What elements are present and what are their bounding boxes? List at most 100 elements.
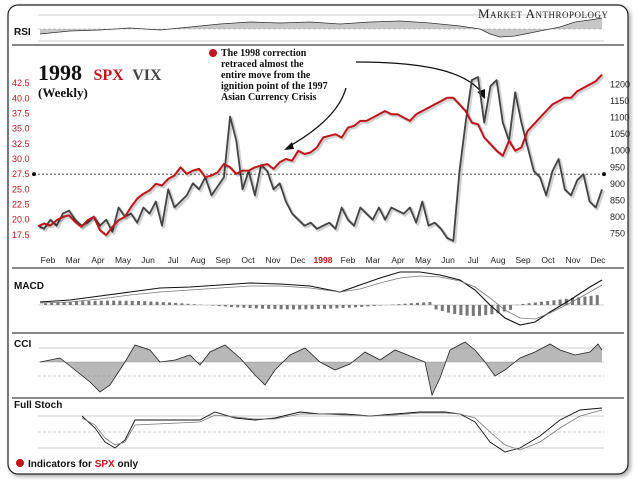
x-tick-label: Nov <box>565 255 581 265</box>
spx-tick-label: 1000 <box>610 146 630 156</box>
footer-spx: SPX <box>95 459 115 470</box>
title-year: 1998 <box>38 60 82 85</box>
macd-bar <box>254 305 258 309</box>
x-tick-label: Aug <box>490 255 505 265</box>
vix-tick-label: 32.5 <box>12 139 30 149</box>
macd-bar <box>75 301 78 305</box>
cci-label: CCI <box>14 339 31 350</box>
macd-bar <box>112 300 116 306</box>
annotation-line: The 1998 correction <box>221 48 307 59</box>
footer-bullet-icon <box>16 459 24 467</box>
footer-text: Indicators for SPX only <box>28 459 138 470</box>
macd-bar <box>440 305 444 312</box>
reference-marker-right <box>602 172 606 177</box>
macd-bar <box>304 305 308 310</box>
macd-bar <box>261 305 264 309</box>
x-tick-label: Apr <box>391 255 404 265</box>
macd-bar <box>99 300 103 305</box>
vix-tick-label: 22.5 <box>12 200 30 210</box>
macd-bar <box>292 305 295 310</box>
spx-tick-label: 750 <box>610 228 625 238</box>
macd-bar <box>335 305 339 309</box>
macd-bar <box>174 302 178 305</box>
macd-bar <box>447 305 450 313</box>
macd-bar <box>583 296 587 305</box>
annotation-arrow-left <box>287 87 347 148</box>
macd-bar <box>459 305 463 316</box>
macd-bar <box>211 305 215 306</box>
vix-tick-label: 35.0 <box>12 124 30 134</box>
macd-bar <box>137 301 140 306</box>
spx-tick-label: 1050 <box>610 129 630 139</box>
macd-bar <box>168 302 171 305</box>
vix-tick-label: 20.0 <box>12 215 30 225</box>
macd-bar <box>267 305 271 309</box>
annotation-arrow-right <box>355 61 483 94</box>
macd-bar <box>409 303 413 306</box>
macd-bar <box>192 304 196 306</box>
macd-bar <box>149 301 153 305</box>
vix-tick-label: 30.0 <box>12 154 30 164</box>
macd-bar <box>180 303 184 306</box>
spx-tick-label: 950 <box>610 162 625 172</box>
x-axis: Feb Mar Apr May Jun Jul Aug Sep Oct Nov Dec 1998 Feb… <box>41 255 607 265</box>
macd-bar <box>372 305 376 306</box>
x-tick-label: Oct <box>541 255 555 265</box>
macd-signal-line <box>39 275 603 320</box>
macd-bar <box>490 305 494 315</box>
macd-bar <box>478 305 481 316</box>
spx-tick-label: 850 <box>610 195 625 205</box>
vix-tick-label: 25.0 <box>12 184 30 194</box>
macd-bar <box>50 302 54 305</box>
spx-tick-label: 1200 <box>610 80 630 90</box>
x-tick-label: Dec <box>590 255 606 265</box>
spx-tick-label: 800 <box>610 212 625 222</box>
macd-bar <box>484 305 488 316</box>
annotation-bullet-icon <box>209 49 217 57</box>
title-vix: VIX <box>132 67 162 84</box>
annotation-line: entire move from the <box>221 70 311 81</box>
x-tick-label: Sep <box>215 255 230 265</box>
x-tick-label: 1998 <box>314 255 333 265</box>
x-tick-label: May <box>415 255 432 265</box>
macd-bar <box>341 305 345 308</box>
vix-tick-label: 27.5 <box>12 169 30 179</box>
macd-bar <box>248 305 252 309</box>
macd-bar <box>87 300 91 305</box>
spx-tick-label: 1150 <box>610 96 629 106</box>
macd-bar <box>540 301 543 305</box>
macd-bar <box>217 305 221 307</box>
annotation-line: Asian Currency Crisis <box>221 92 316 103</box>
macd-bar <box>93 300 97 306</box>
macd-bar <box>68 301 72 305</box>
stoch-d-line <box>81 409 603 451</box>
x-tick-label: Jul <box>168 255 179 265</box>
plot-area <box>37 73 605 244</box>
macd-bar <box>242 305 246 308</box>
title-period: (Weekly) <box>38 85 88 100</box>
macd-bar <box>118 300 122 306</box>
macd-bar <box>106 300 109 306</box>
macd-bar <box>329 305 333 309</box>
macd-bar <box>310 305 314 310</box>
macd-bar <box>422 302 426 306</box>
vix-tick-label: 37.5 <box>12 109 30 119</box>
vix-tick-label: 42.5 <box>12 78 30 88</box>
chart-title: 1998 SPX VIX <box>38 60 162 85</box>
title-spx: SPX <box>94 67 125 84</box>
x-tick-label: Mar <box>66 255 81 265</box>
x-tick-label: Jul <box>468 255 479 265</box>
spx-line-shadow <box>38 75 605 239</box>
vix-tick-label: 17.5 <box>12 230 30 240</box>
spx-line <box>37 73 603 237</box>
macd-bar <box>143 301 147 306</box>
macd-bar <box>223 305 227 307</box>
macd-bar <box>533 302 537 306</box>
macd-bar <box>354 305 357 308</box>
macd-bar <box>465 305 469 316</box>
macd-bar <box>323 305 326 309</box>
macd-bar <box>595 295 599 305</box>
macd-bar <box>378 305 382 306</box>
macd-bar <box>416 302 419 306</box>
